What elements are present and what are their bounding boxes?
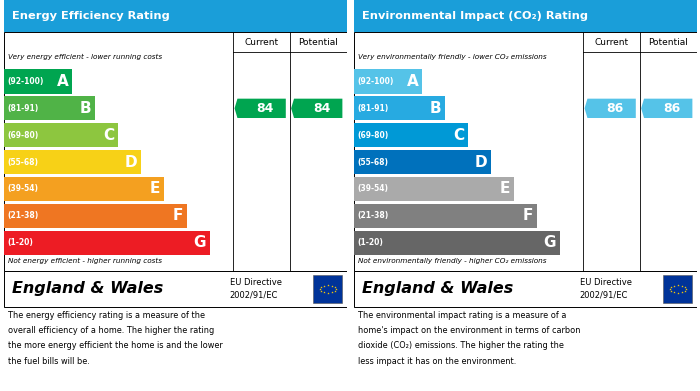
Bar xyxy=(354,96,445,120)
Text: C: C xyxy=(103,128,114,143)
Text: F: F xyxy=(173,208,183,223)
Text: (1-20): (1-20) xyxy=(358,238,384,247)
Text: A: A xyxy=(407,74,419,89)
Text: C: C xyxy=(453,128,464,143)
Text: Potential: Potential xyxy=(298,38,338,47)
Text: G: G xyxy=(194,235,206,250)
Bar xyxy=(4,231,210,255)
Text: (55-68): (55-68) xyxy=(358,158,388,167)
Text: (81-91): (81-91) xyxy=(358,104,389,113)
Text: (69-80): (69-80) xyxy=(358,131,389,140)
Text: England & Wales: England & Wales xyxy=(12,282,163,296)
Bar xyxy=(4,123,118,147)
Text: (39-54): (39-54) xyxy=(8,185,38,194)
Text: Not environmentally friendly - higher CO₂ emissions: Not environmentally friendly - higher CO… xyxy=(358,258,546,264)
Text: Energy Efficiency Rating: Energy Efficiency Rating xyxy=(12,11,170,21)
Bar xyxy=(4,96,95,120)
Text: 86: 86 xyxy=(606,102,624,115)
Text: (69-80): (69-80) xyxy=(8,131,39,140)
Bar xyxy=(4,32,346,271)
Text: A: A xyxy=(57,74,69,89)
Text: (21-38): (21-38) xyxy=(8,211,39,220)
Text: (81-91): (81-91) xyxy=(8,104,39,113)
Bar xyxy=(4,0,346,32)
Text: Not energy efficient - higher running costs: Not energy efficient - higher running co… xyxy=(8,258,162,264)
Text: Environmental Impact (CO₂) Rating: Environmental Impact (CO₂) Rating xyxy=(362,11,588,21)
Text: The environmental impact rating is a measure of a: The environmental impact rating is a mea… xyxy=(358,311,566,320)
Text: the fuel bills will be.: the fuel bills will be. xyxy=(8,357,90,366)
Bar xyxy=(4,177,164,201)
Text: B: B xyxy=(430,101,441,116)
Text: D: D xyxy=(475,154,487,170)
Text: 2002/91/EC: 2002/91/EC xyxy=(230,291,279,300)
Text: E: E xyxy=(500,181,510,196)
Text: England & Wales: England & Wales xyxy=(362,282,513,296)
Text: (92-100): (92-100) xyxy=(8,77,44,86)
Bar xyxy=(354,177,514,201)
Polygon shape xyxy=(291,99,342,118)
Text: (1-20): (1-20) xyxy=(8,238,34,247)
Bar xyxy=(4,69,72,93)
Bar xyxy=(354,123,468,147)
Text: Current: Current xyxy=(594,38,629,47)
Text: 86: 86 xyxy=(663,102,680,115)
Text: The energy efficiency rating is a measure of the: The energy efficiency rating is a measur… xyxy=(8,311,204,320)
Bar xyxy=(4,150,141,174)
Bar xyxy=(354,271,696,307)
Bar xyxy=(663,275,692,303)
Bar xyxy=(354,204,538,228)
Text: Very environmentally friendly - lower CO₂ emissions: Very environmentally friendly - lower CO… xyxy=(358,54,546,60)
Bar xyxy=(4,271,346,307)
Text: B: B xyxy=(80,101,91,116)
Polygon shape xyxy=(641,99,692,118)
Text: the more energy efficient the home is and the lower: the more energy efficient the home is an… xyxy=(8,341,223,350)
Text: Very energy efficient - lower running costs: Very energy efficient - lower running co… xyxy=(8,54,162,60)
Text: F: F xyxy=(523,208,533,223)
Text: Potential: Potential xyxy=(648,38,688,47)
Polygon shape xyxy=(234,99,286,118)
Bar xyxy=(4,204,188,228)
Text: overall efficiency of a home. The higher the rating: overall efficiency of a home. The higher… xyxy=(8,326,214,335)
Bar xyxy=(313,275,342,303)
Text: D: D xyxy=(125,154,137,170)
Bar xyxy=(354,150,491,174)
Text: Current: Current xyxy=(244,38,279,47)
Text: less impact it has on the environment.: less impact it has on the environment. xyxy=(358,357,516,366)
Text: EU Directive: EU Directive xyxy=(580,278,632,287)
Text: EU Directive: EU Directive xyxy=(230,278,282,287)
Bar xyxy=(354,0,696,32)
Text: (39-54): (39-54) xyxy=(358,185,388,194)
Text: 2002/91/EC: 2002/91/EC xyxy=(580,291,629,300)
Text: G: G xyxy=(544,235,556,250)
Text: (55-68): (55-68) xyxy=(8,158,38,167)
Polygon shape xyxy=(584,99,636,118)
Bar xyxy=(354,32,696,271)
Text: (21-38): (21-38) xyxy=(358,211,389,220)
Bar xyxy=(354,69,422,93)
Text: 84: 84 xyxy=(313,102,330,115)
Text: E: E xyxy=(150,181,160,196)
Text: (92-100): (92-100) xyxy=(358,77,394,86)
Bar xyxy=(354,231,560,255)
Text: home's impact on the environment in terms of carbon: home's impact on the environment in term… xyxy=(358,326,580,335)
Text: dioxide (CO₂) emissions. The higher the rating the: dioxide (CO₂) emissions. The higher the … xyxy=(358,341,564,350)
Text: 84: 84 xyxy=(256,102,274,115)
